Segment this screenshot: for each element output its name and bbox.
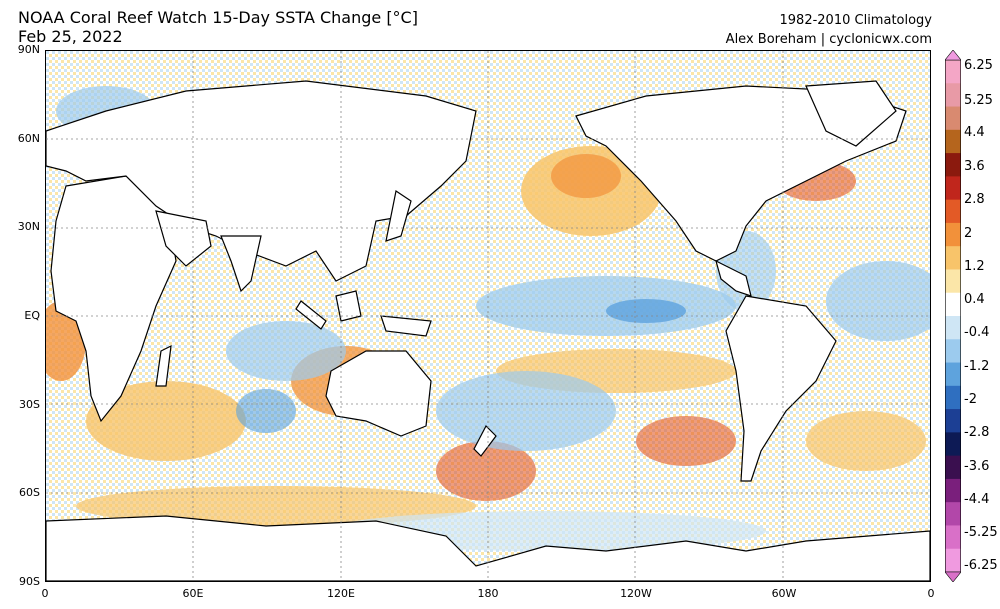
- colorbar-label-6-25: 6.25: [964, 58, 993, 73]
- colorbar-label-neg-6-25: -6.25: [964, 558, 998, 573]
- madagascar-land: [155, 344, 172, 387]
- colorbar-label-4-4: 4.4: [964, 125, 985, 140]
- colorbar-segment: [945, 176, 961, 201]
- colorbar-segment: [945, 455, 961, 480]
- colorbar-segment: [945, 83, 961, 108]
- borneo-land: [335, 290, 362, 322]
- colorbar-segment: [945, 409, 961, 433]
- colorbar-segment: [945, 548, 961, 573]
- lat-label-90n: 90N: [17, 43, 40, 56]
- colorbar-segment: [945, 106, 961, 131]
- sumatra-land: [295, 300, 327, 330]
- new-guinea-land: [380, 315, 432, 337]
- colorbar-label-5-25: 5.25: [964, 93, 993, 108]
- colorbar: [945, 50, 961, 582]
- lat-label-60s: 60S: [19, 486, 40, 499]
- lat-label-eq: EQ: [24, 309, 40, 322]
- japan-land: [385, 190, 412, 242]
- colorbar-label-1-2: 1.2: [964, 259, 985, 274]
- colorbar-segment: [945, 478, 961, 503]
- colorbar-label-3-6: 3.6: [964, 159, 985, 174]
- climatology-label: 1982-2010 Climatology: [779, 13, 932, 28]
- colorbar-segment: [945, 432, 961, 457]
- colorbar-segment: [945, 292, 961, 317]
- colorbar-label-neg-2: -2: [964, 392, 977, 407]
- author-credit: Alex Boreham | cyclonicwx.com: [725, 32, 932, 47]
- colorbar-segment: [945, 246, 961, 270]
- colorbar-segment: [945, 222, 961, 247]
- title-block: NOAA Coral Reef Watch 15-Day SSTA Change…: [18, 8, 418, 46]
- colorbar-segment: [945, 269, 961, 294]
- lon-label-60e: 60E: [182, 587, 204, 600]
- chart-date: Feb 25, 2022: [18, 27, 123, 46]
- central-america-land: [715, 259, 752, 297]
- lon-label-120w: 120W: [620, 587, 652, 600]
- arabia-land: [155, 210, 212, 267]
- colorbar-label-neg-4-4: -4.4: [964, 492, 990, 507]
- lon-label-60w: 60W: [771, 587, 797, 600]
- eurasia-land: [45, 80, 477, 282]
- colorbar-label-neg-3-6: -3.6: [964, 459, 990, 474]
- lon-label-0-west: 0: [41, 587, 49, 600]
- lon-label-120e: 120E: [327, 587, 355, 600]
- colorbar-segment: [945, 129, 961, 154]
- lat-label-30n: 30N: [17, 220, 40, 233]
- colorbar-segment: [945, 60, 961, 84]
- lat-label-90s: 90S: [19, 575, 40, 588]
- colorbar-label-2: 2: [964, 226, 973, 241]
- india-land: [220, 235, 262, 293]
- australia-land: [325, 350, 432, 437]
- colorbar-segment: [945, 316, 961, 340]
- credit-block: 1982-2010 Climatology Alex Boreham | cyc…: [726, 11, 932, 49]
- south-america-land: [725, 295, 837, 482]
- greenland-land: [805, 80, 897, 147]
- ssta-map-canvas: [36, 51, 946, 582]
- colorbar-label-0-4: 0.4: [964, 292, 985, 307]
- lon-label-180: 180: [477, 587, 499, 600]
- colorbar-segment: [945, 525, 961, 550]
- lon-label-0-east: 0: [927, 587, 935, 600]
- colorbar-segment: [945, 199, 961, 224]
- colorbar-segment: [945, 362, 961, 387]
- colorbar-segment: [945, 153, 961, 177]
- colorbar-segment: [945, 502, 961, 526]
- land-masses: [45, 80, 931, 582]
- colorbar-label-2-8: 2.8: [964, 192, 985, 207]
- lat-label-60n: 60N: [17, 132, 40, 145]
- cool-anomalies: [56, 86, 946, 551]
- colorbar-label-neg-2-8: -2.8: [964, 425, 990, 440]
- colorbar-label-neg-5-25: -5.25: [964, 525, 998, 540]
- ssta-map: [36, 50, 946, 582]
- colorbar-segment: [945, 385, 961, 410]
- colorbar-label-neg-1-2: -1.2: [964, 359, 990, 374]
- lat-label-30s: 30S: [19, 398, 40, 411]
- new-zealand-land: [473, 424, 497, 457]
- chart-title: NOAA Coral Reef Watch 15-Day SSTA Change…: [18, 8, 418, 27]
- graticule: [46, 51, 930, 581]
- colorbar-segment: [945, 339, 961, 364]
- colorbar-label-neg-0-4: -0.4: [964, 325, 990, 340]
